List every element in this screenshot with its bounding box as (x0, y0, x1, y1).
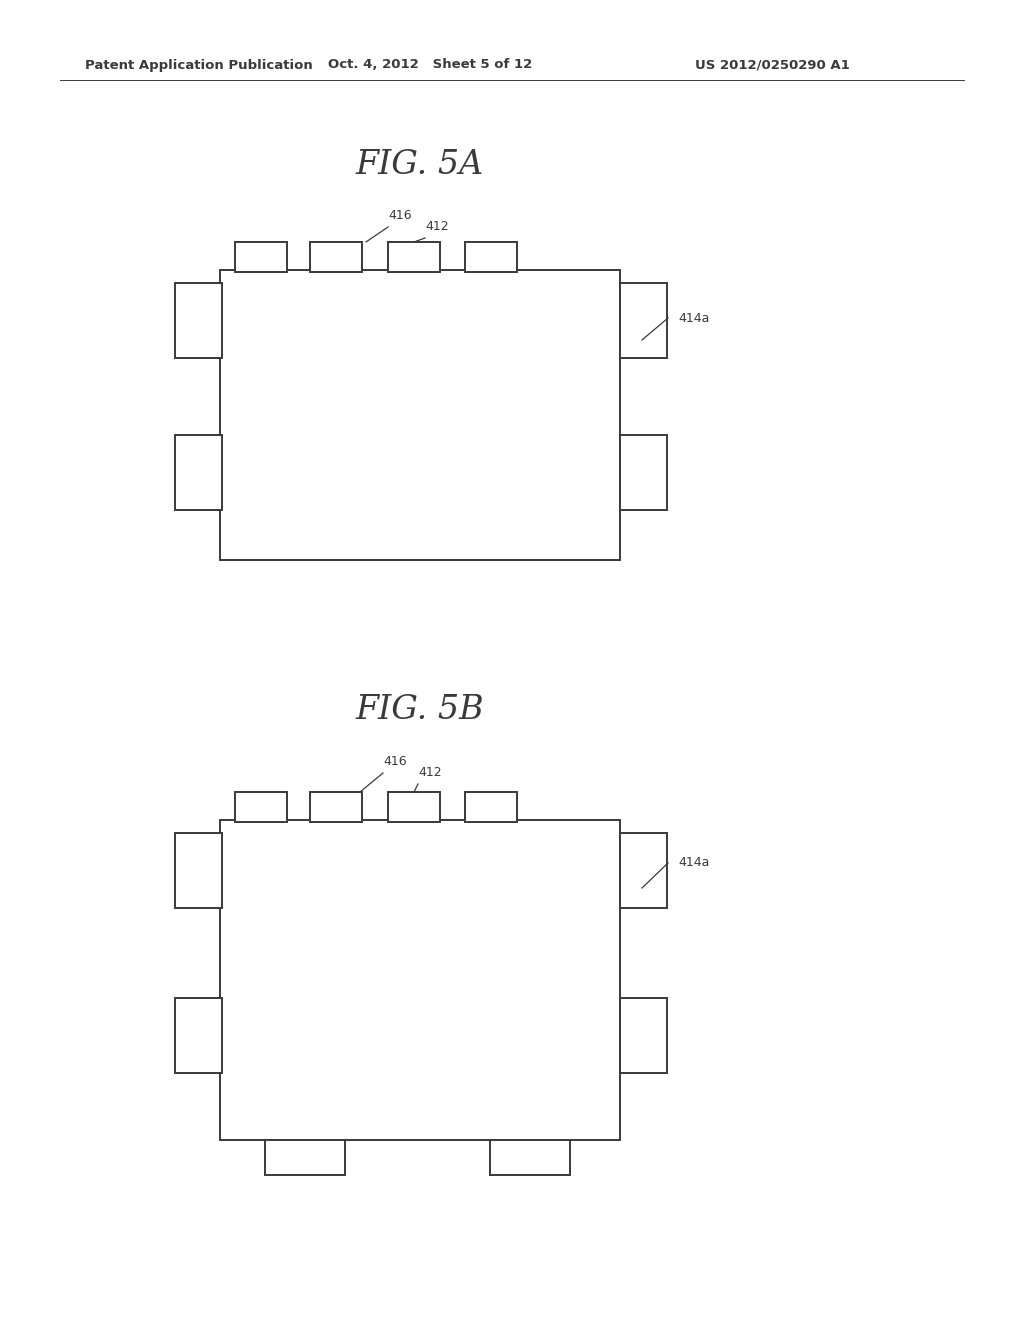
Bar (620, 998, 667, 1073)
Text: 416: 416 (388, 209, 412, 222)
Text: 414a: 414a (678, 312, 710, 325)
Bar (620, 436, 667, 510)
Bar (465, 792, 517, 822)
Bar (220, 271, 620, 560)
Bar (175, 833, 222, 908)
Text: US 2012/0250290 A1: US 2012/0250290 A1 (695, 58, 850, 71)
Bar (465, 242, 517, 272)
Bar (310, 792, 362, 822)
Bar (620, 282, 667, 358)
Text: 416: 416 (383, 755, 407, 768)
Text: 412: 412 (425, 220, 449, 234)
Text: FIG. 5B: FIG. 5B (355, 694, 484, 726)
Text: Oct. 4, 2012   Sheet 5 of 12: Oct. 4, 2012 Sheet 5 of 12 (328, 58, 532, 71)
Bar (388, 792, 440, 822)
Bar (234, 792, 287, 822)
Bar (234, 242, 287, 272)
Bar (175, 282, 222, 358)
Bar (175, 998, 222, 1073)
Bar (220, 820, 620, 1140)
Text: Patent Application Publication: Patent Application Publication (85, 58, 312, 71)
Bar (490, 1140, 570, 1175)
Bar (265, 1140, 345, 1175)
Text: 412: 412 (418, 766, 441, 779)
Bar (175, 436, 222, 510)
Text: 414a: 414a (678, 857, 710, 870)
Text: FIG. 5A: FIG. 5A (356, 149, 484, 181)
Bar (310, 242, 362, 272)
Bar (620, 833, 667, 908)
Bar (388, 242, 440, 272)
